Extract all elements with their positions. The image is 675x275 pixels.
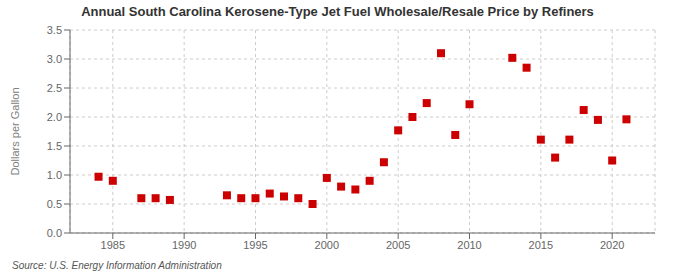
html-text:Annual South Carolina Kerosene: Annual South Carolina Kerosene-Type Jet … bbox=[81, 4, 594, 19]
svg-text:1.5: 1.5 bbox=[47, 140, 62, 152]
svg-text:0.0: 0.0 bbox=[47, 227, 62, 239]
svg-text:3.0: 3.0 bbox=[47, 53, 62, 65]
svg-text:2000: 2000 bbox=[315, 239, 339, 251]
svg-text:0.5: 0.5 bbox=[47, 198, 62, 210]
svg-text:2005: 2005 bbox=[386, 239, 410, 251]
svg-text:1990: 1990 bbox=[172, 239, 196, 251]
svg-text:2015: 2015 bbox=[529, 239, 553, 251]
svg-text:1985: 1985 bbox=[101, 239, 125, 251]
html-text:Source: U.S. Energy Informatio: Source: U.S. Energy Information Administ… bbox=[12, 260, 222, 271]
svg-text:1995: 1995 bbox=[243, 239, 267, 251]
svg-text:2.5: 2.5 bbox=[47, 82, 62, 94]
svg-text:2.0: 2.0 bbox=[47, 111, 62, 123]
svg-text:3.5: 3.5 bbox=[47, 24, 62, 36]
svg-text:2010: 2010 bbox=[457, 239, 481, 251]
svg-text:Dollars per Gallon: Dollars per Gallon bbox=[9, 87, 21, 175]
svg-text:2020: 2020 bbox=[600, 239, 624, 251]
svg-text:1.0: 1.0 bbox=[47, 169, 62, 181]
